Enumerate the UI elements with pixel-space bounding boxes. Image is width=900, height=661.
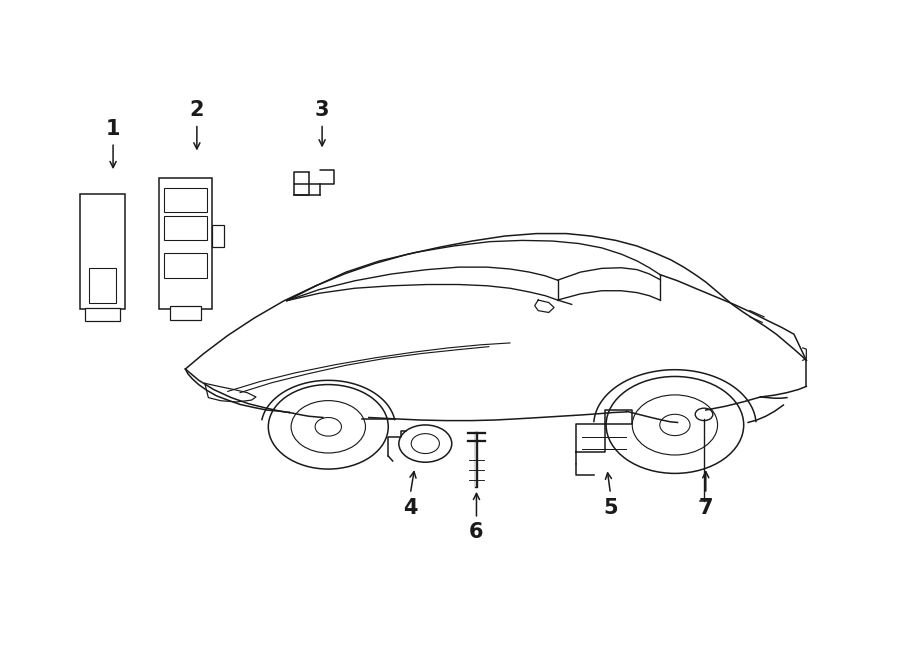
Text: 2: 2 [190,100,204,120]
FancyBboxPatch shape [85,307,120,321]
FancyBboxPatch shape [169,306,202,320]
Text: 7: 7 [698,498,713,518]
Text: 6: 6 [469,522,483,543]
FancyBboxPatch shape [164,188,207,212]
Text: 4: 4 [403,498,418,518]
Text: 3: 3 [315,100,329,120]
FancyBboxPatch shape [212,225,224,247]
FancyBboxPatch shape [79,194,125,309]
FancyBboxPatch shape [159,178,211,309]
FancyBboxPatch shape [164,253,207,278]
Text: 1: 1 [106,118,121,139]
FancyBboxPatch shape [89,268,116,303]
FancyBboxPatch shape [164,215,207,241]
Text: 5: 5 [603,498,617,518]
